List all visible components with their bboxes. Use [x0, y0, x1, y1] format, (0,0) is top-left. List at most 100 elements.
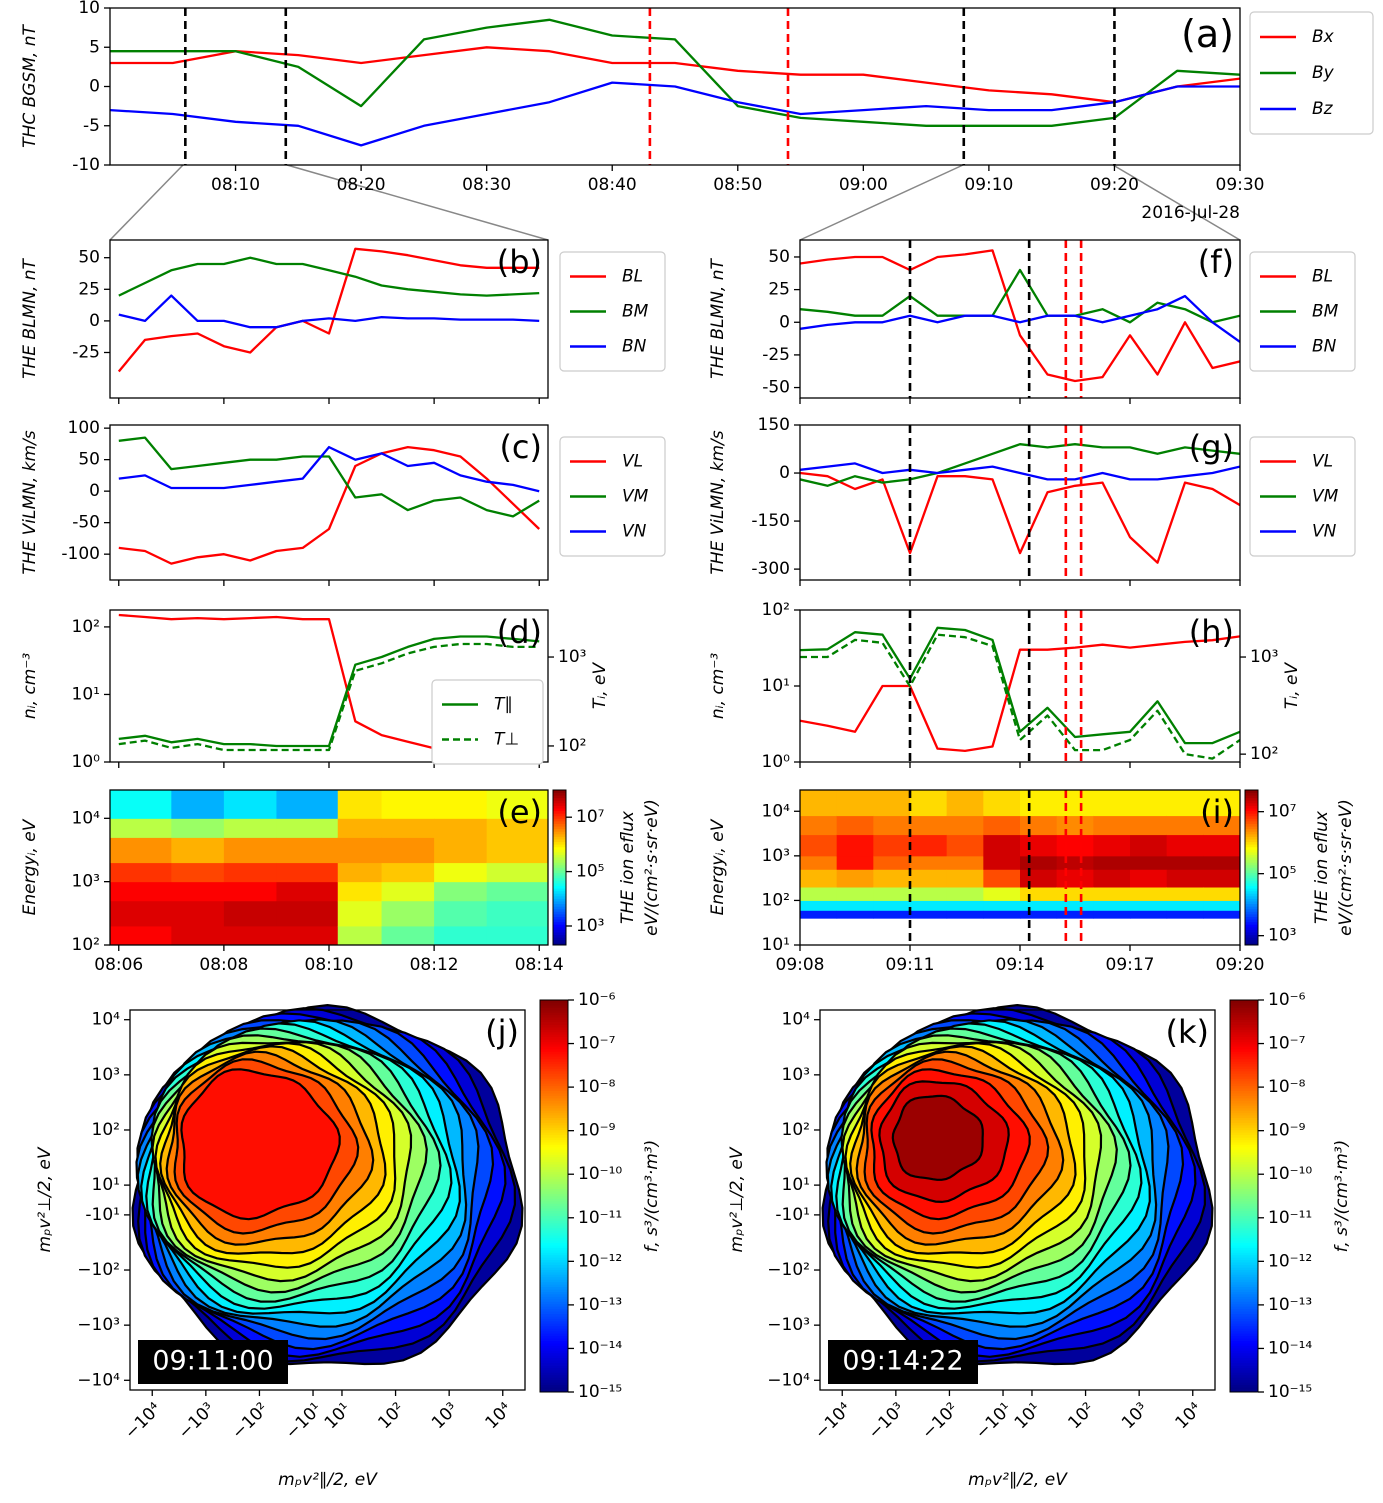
- colorbar-band: [553, 867, 566, 871]
- colorbar-band: [540, 1379, 568, 1383]
- flux-cell: [1130, 790, 1168, 817]
- colorbar-band: [540, 1161, 568, 1165]
- y-tick-label: -5: [83, 116, 100, 136]
- y-tick-label: 100: [68, 418, 100, 438]
- x-tick-label: 08:10: [211, 175, 260, 195]
- flux-cell: [381, 862, 435, 883]
- flux-cell: [1203, 910, 1241, 919]
- colorbar-band: [1245, 875, 1258, 879]
- colorbar-band: [553, 790, 566, 793]
- colorbar-band: [540, 1230, 568, 1234]
- colorbar-band: [1230, 1333, 1258, 1337]
- colorbar-band: [540, 1259, 568, 1263]
- colorbar-band: [540, 1144, 568, 1148]
- flux-cell: [836, 834, 874, 857]
- colorbar-band: [540, 1208, 568, 1212]
- y2-axis-label: Tᵢ, eV: [590, 661, 610, 709]
- x-tick-label: 09:14: [996, 955, 1045, 975]
- colorbar-band: [1230, 1073, 1258, 1077]
- colorbar-band: [540, 1296, 568, 1300]
- colorbar-band: [540, 1374, 568, 1378]
- colorbar-band: [540, 1127, 568, 1131]
- colorbar-band: [540, 1294, 568, 1297]
- colorbar-band: [1245, 926, 1258, 930]
- colorbar-band: [1230, 1156, 1258, 1160]
- colorbar-band: [1245, 797, 1258, 801]
- colorbar-band: [1230, 1026, 1258, 1030]
- y-tick-label: 10⁴: [762, 801, 791, 821]
- colorbar-band: [1230, 1286, 1258, 1290]
- y-tick-label: -10¹: [85, 1205, 120, 1225]
- panel-label: (k): [1166, 1013, 1210, 1051]
- colorbar-band: [1230, 1362, 1258, 1366]
- colorbar-band: [1230, 1242, 1258, 1246]
- colorbar-band: [1245, 890, 1258, 894]
- colorbar-band: [553, 792, 566, 796]
- colorbar-band: [1230, 1151, 1258, 1155]
- colorbar-band: [540, 1139, 568, 1143]
- colorbar-band: [540, 1328, 568, 1332]
- flux-cell: [983, 815, 1021, 836]
- series-line: [800, 626, 1240, 745]
- colorbar-band: [1230, 1237, 1258, 1241]
- panel-label: (d): [497, 613, 542, 651]
- flux-cell: [1056, 834, 1094, 857]
- flux-cell: [486, 837, 549, 864]
- colorbar-band: [540, 1122, 568, 1126]
- flux-cell: [873, 910, 911, 919]
- y-tick-label: 10⁻¹⁴: [1268, 1338, 1312, 1358]
- flux-cell: [800, 887, 838, 901]
- y-axis-label: THE ViLMN, km/s: [20, 430, 40, 574]
- legend-label: Bz: [1312, 99, 1334, 119]
- legend-label: BM: [1312, 302, 1339, 322]
- colorbar-band: [1230, 1379, 1258, 1383]
- colorbar-band: [553, 818, 566, 822]
- flux-cell: [276, 862, 339, 883]
- flux-cell: [276, 881, 339, 902]
- colorbar-band: [540, 1075, 568, 1079]
- colorbar-band: [540, 1269, 568, 1273]
- colorbar-band: [540, 1249, 568, 1253]
- series-line: [110, 46, 1240, 104]
- colorbar-band: [540, 1176, 568, 1180]
- colorbar-band: [540, 1051, 568, 1055]
- flux-cell: [1056, 790, 1094, 817]
- colorbar-band: [540, 1017, 568, 1020]
- flux-cell: [836, 815, 874, 836]
- colorbar-band: [540, 1365, 568, 1368]
- colorbar-band: [1245, 937, 1258, 941]
- colorbar-band: [540, 1318, 568, 1322]
- x-tick-label: 09:08: [776, 955, 825, 975]
- colorbar-band: [540, 1222, 568, 1226]
- colorbar-band: [1230, 1311, 1258, 1314]
- legend-label: T∥: [494, 695, 513, 715]
- flux-cell: [486, 881, 549, 902]
- flux-cell: [223, 862, 277, 883]
- colorbar-band: [1245, 852, 1258, 855]
- colorbar-band: [553, 929, 566, 933]
- colorbar-band: [540, 1382, 568, 1386]
- colorbar-band: [1230, 1306, 1258, 1310]
- colorbar-band: [540, 1046, 568, 1050]
- colorbar-band: [540, 1311, 568, 1314]
- colorbar-band: [540, 1019, 568, 1023]
- colorbar-band: [553, 836, 566, 840]
- flux-cell: [381, 925, 435, 946]
- colorbar-band: [1230, 1213, 1258, 1216]
- colorbar-band: [540, 1345, 568, 1349]
- flux-cell: [910, 869, 948, 888]
- colorbar-band: [553, 857, 566, 861]
- colorbar-band: [1245, 872, 1258, 876]
- colorbar-band: [1245, 903, 1258, 907]
- x-tick-label: 08:30: [462, 175, 511, 195]
- colorbar-band: [540, 1041, 568, 1045]
- colorbar-band: [1230, 1330, 1258, 1334]
- colorbar-band: [553, 846, 566, 850]
- colorbar-band: [1230, 1382, 1258, 1386]
- colorbar-band: [1230, 1098, 1258, 1101]
- colorbar-band: [1245, 836, 1258, 840]
- colorbar-band: [553, 880, 566, 884]
- colorbar-band: [1230, 1044, 1258, 1047]
- y-tick-label: 10³: [1268, 926, 1296, 946]
